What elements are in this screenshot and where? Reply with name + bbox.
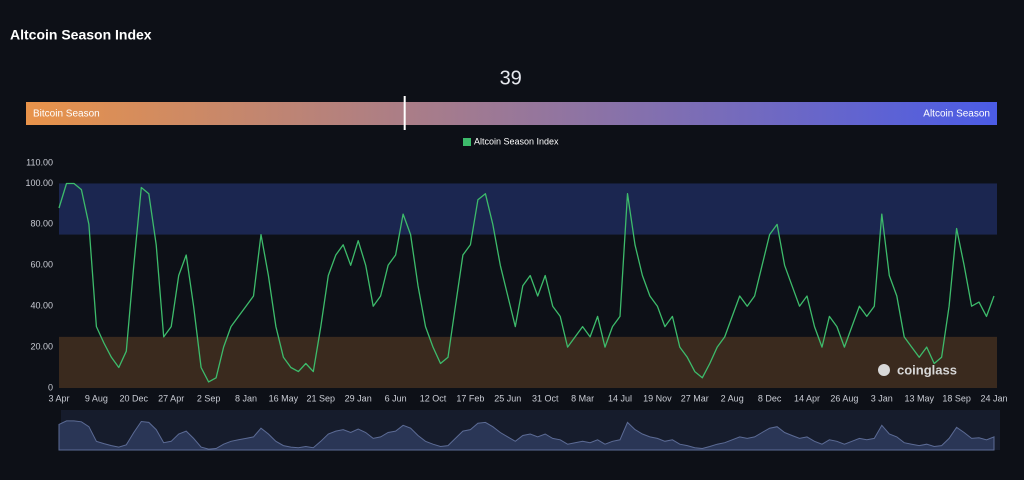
y-tick-label: 0 (48, 382, 53, 392)
x-tick-label: 24 Jan (980, 393, 1007, 403)
x-tick-label: 2 Sep (197, 393, 221, 403)
x-tick-label: 16 May (269, 393, 299, 403)
x-tick-label: 29 Jan (345, 393, 372, 403)
x-tick-label: 31 Oct (532, 393, 559, 403)
x-tick-label: 19 Nov (643, 393, 672, 403)
x-tick-label: 3 Apr (48, 393, 69, 403)
band (59, 336, 997, 388)
legend-swatch (463, 138, 471, 146)
x-tick-label: 27 Apr (158, 393, 184, 403)
line (58, 182, 995, 383)
y-tick-label: 100.00 (25, 178, 53, 188)
x-tick-label: 12 Oct (420, 393, 447, 403)
y-tick-label: 40.00 (30, 301, 53, 311)
navigator-area (58, 420, 995, 451)
x-tick-label: 21 Sep (307, 393, 336, 403)
chart-title: Altcoin Season Index (10, 27, 152, 43)
x-tick-label: 26 Aug (830, 393, 858, 403)
x-tick-label: 8 Jan (235, 393, 257, 403)
gauge-bar (26, 102, 997, 125)
watermark-icon (878, 364, 890, 376)
x-tick-label: 25 Jun (494, 393, 521, 403)
x-tick-label: 8 Mar (571, 393, 594, 403)
band (59, 183, 997, 235)
x-tick-label: 27 Mar (681, 393, 709, 403)
legend-label: Altcoin Season Index (474, 136, 559, 146)
gauge-value: 39 (500, 67, 522, 89)
x-tick-label: 8 Dec (758, 393, 782, 403)
x-tick-label: 6 Jun (385, 393, 407, 403)
watermark: coinglass (897, 362, 957, 377)
gauge-left-label: Bitcoin Season (33, 109, 100, 120)
y-tick-label: 80.00 (30, 219, 53, 229)
x-tick-label: 20 Dec (120, 393, 149, 403)
gauge-right-label: Altcoin Season (923, 109, 990, 120)
y-tick-label: 20.00 (30, 341, 53, 351)
x-tick-label: 14 Jul (608, 393, 632, 403)
y-tick-label: 110.00 (26, 157, 53, 167)
x-tick-label: 17 Feb (456, 393, 484, 403)
x-tick-label: 9 Aug (85, 393, 108, 403)
x-tick-label: 3 Jan (871, 393, 893, 403)
x-tick-label: 13 May (904, 393, 934, 403)
y-tick-label: 60.00 (30, 260, 53, 270)
x-tick-label: 18 Sep (942, 393, 971, 403)
x-tick-label: 14 Apr (794, 393, 820, 403)
x-tick-label: 2 Aug (721, 393, 744, 403)
